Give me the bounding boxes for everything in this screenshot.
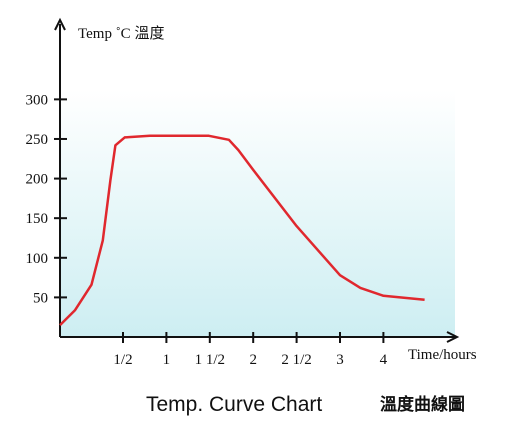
- y-tick-label: 300: [26, 92, 49, 108]
- x-axis-label: Time/hours: [408, 347, 477, 363]
- y-tick-label: 50: [33, 290, 48, 306]
- y-tick-label: 150: [26, 211, 49, 227]
- y-axis-label: Temp ˚C 溫度: [78, 25, 164, 42]
- x-tick-label: 1: [163, 352, 171, 368]
- x-tick-label: 1 1/2: [195, 352, 225, 368]
- chart-title: Temp. Curve Chart: [146, 393, 322, 416]
- curve: [59, 134, 425, 326]
- x-tick-label: 2 1/2: [281, 352, 311, 368]
- plot-background: [60, 90, 455, 337]
- x-tick-label: 3: [336, 352, 344, 368]
- x-tick-label: 1/2: [113, 352, 132, 368]
- y-tick-label: 250: [26, 132, 49, 148]
- chart-title-cjk: 溫度曲線圖: [380, 394, 465, 415]
- y-tick-label: 100: [26, 251, 49, 267]
- y-tick-label: 200: [26, 172, 49, 188]
- x-tick-label: 4: [380, 352, 388, 368]
- x-axis-arrow: [446, 331, 460, 343]
- y-axis-arrow: [54, 17, 66, 31]
- x-tick-label: 2: [249, 352, 257, 368]
